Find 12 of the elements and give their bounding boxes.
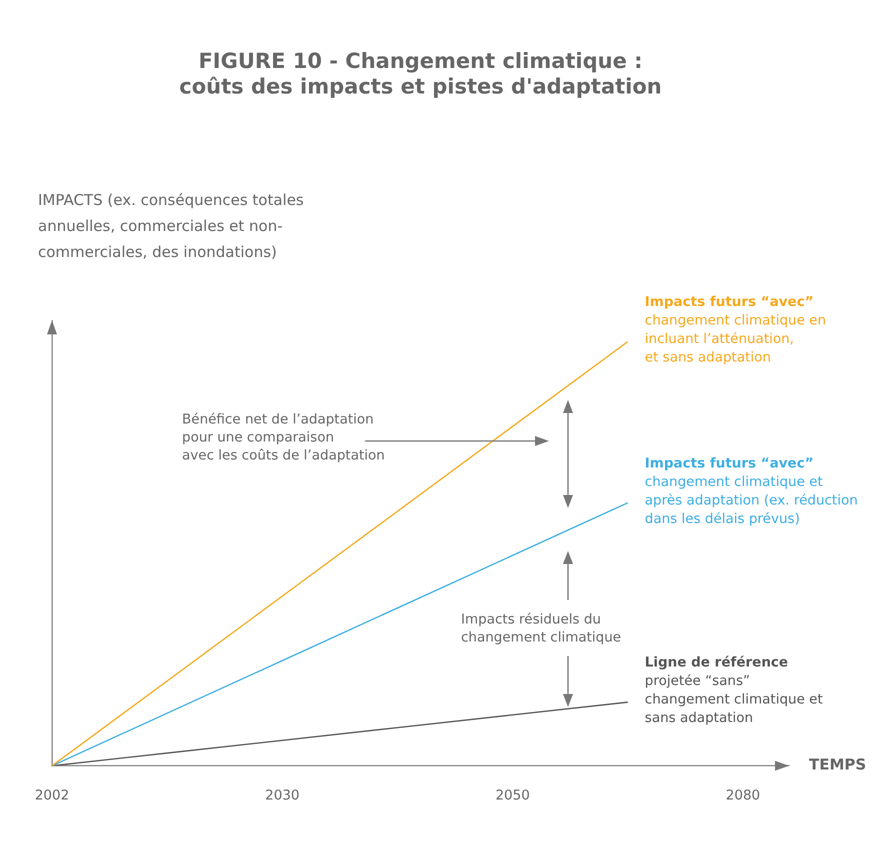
x-tick-label: 2080 xyxy=(726,787,760,804)
annotation: Impacts résiduels du changement climatique xyxy=(461,612,622,646)
chart-title: FIGURE 10 - Changement climatique : coûts des impacts et pistes d'adaptation xyxy=(179,49,662,98)
x-tick-label: 2002 xyxy=(34,787,70,804)
series-label: Ligne de référence projetée “sans” changement climatique et sans adaptation xyxy=(644,654,823,726)
x-tick-label: 2030 xyxy=(265,787,300,804)
annotation: Bénéfice net de l’adaptation pour une comparaison avec les coûts de l’adaptation xyxy=(182,412,385,464)
x-tick-label: 2050 xyxy=(495,787,530,804)
series-label: Impacts futurs “avec” changement climatique et après adaptation (ex. réduction dans les délais prévus) xyxy=(644,455,858,527)
x-axis-title: TEMPS xyxy=(809,756,866,774)
text: IMPACTS (ex. conséquences totales annuelles, commerciales et non- commerciales, des inondations) xyxy=(38,190,304,261)
series-label: Impacts futurs “avec” changement climatique en incluant l’atténuation, et sans adaptation xyxy=(644,294,826,366)
